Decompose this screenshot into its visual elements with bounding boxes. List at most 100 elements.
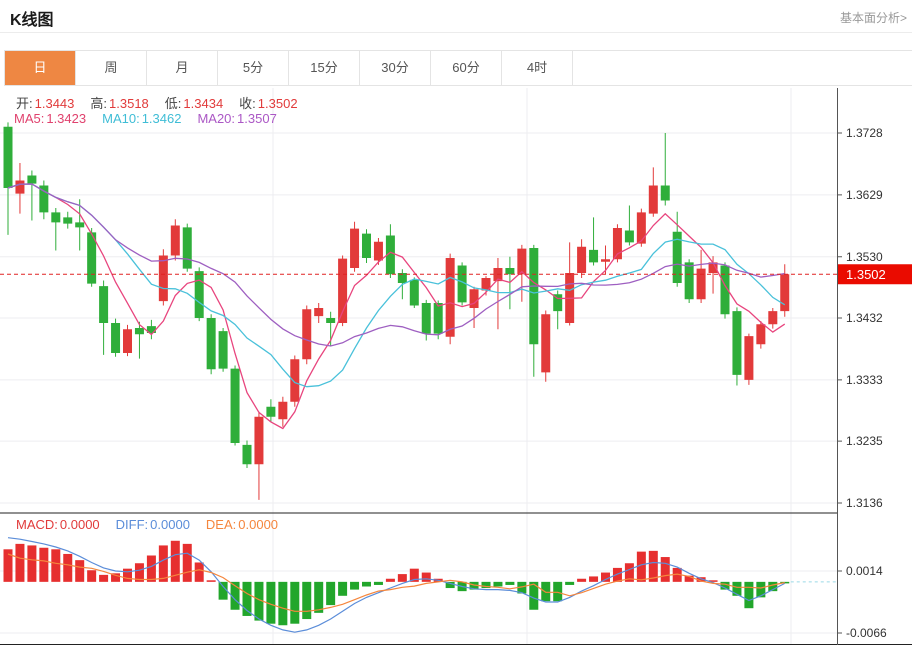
macd-bar [505, 581, 515, 585]
header-divider [0, 32, 912, 33]
macd-bar [529, 581, 539, 610]
macd-bar [218, 581, 228, 600]
candlestick [39, 185, 49, 213]
candlestick [123, 329, 132, 353]
macd-bar [146, 555, 156, 582]
candlestick [385, 235, 395, 275]
candlestick [553, 294, 563, 312]
candlestick [111, 323, 121, 353]
candlestick [362, 233, 371, 258]
macd-bar [517, 581, 527, 594]
ohlc-low: 低: 1.3434 [164, 96, 224, 111]
candlestick [51, 212, 61, 223]
macd-bar [648, 550, 658, 582]
candlestick [732, 311, 742, 375]
macd-bar [553, 581, 563, 602]
candlestick [529, 248, 539, 345]
candlestick [75, 222, 85, 228]
macd-bar [314, 581, 324, 613]
macd-bar [421, 572, 431, 582]
macd-bar [684, 575, 694, 582]
macd-bar [87, 570, 97, 582]
macd-bar [350, 581, 360, 590]
candlestick [15, 180, 25, 194]
candlestick [314, 308, 324, 317]
tab-60分[interactable]: 60分 [431, 51, 502, 85]
candlestick [577, 246, 587, 273]
timeframe-tab-bar: 日周月 5分 15分 30分 60分 4时 [4, 50, 912, 86]
candlestick [624, 230, 634, 243]
candlestick [744, 336, 754, 380]
price-tick-label: 1.3629 [846, 188, 883, 202]
candlestick [397, 273, 407, 283]
candlestick [433, 303, 443, 334]
macd-bar [708, 580, 718, 582]
tab-日[interactable]: 日 [5, 51, 76, 85]
macd-bar [589, 576, 599, 582]
macd-bar [397, 574, 407, 582]
candlestick [636, 212, 646, 244]
ma-readout-row: MA5: 1.3423 MA10: 1.3462 MA20: 1.3507 [14, 111, 293, 126]
macd-bar [768, 581, 778, 592]
tab-周[interactable]: 周 [76, 51, 147, 85]
candlestick [612, 228, 622, 260]
candlestick [63, 217, 73, 224]
macd-bar [206, 580, 216, 582]
macd-readout: MACD: 0.0000 [16, 517, 100, 532]
candlestick [684, 262, 694, 300]
fundamental-analysis-link[interactable]: 基本面分析> [839, 11, 907, 25]
macd-bar [720, 581, 730, 590]
macd-bar [242, 581, 252, 616]
macd-bar [469, 581, 479, 590]
page-title: K线图 [10, 12, 54, 29]
price-tick-label: 1.3235 [846, 434, 883, 448]
ma10-line [7, 183, 786, 388]
macd-tick-label: -0.0066 [846, 626, 887, 640]
macd-bar [373, 581, 383, 585]
macd-bar [158, 545, 168, 582]
ohlc-close: 收: 1.3502 [239, 96, 298, 111]
macd-bar [63, 553, 73, 582]
macd-bar [51, 549, 61, 582]
ma5-line [7, 183, 786, 430]
macd-bar [660, 557, 670, 582]
price-tick-label: 1.3432 [846, 311, 883, 325]
macd-bar [577, 578, 587, 582]
candlestick [266, 406, 276, 417]
ohlc-open: 开: 1.3443 [16, 96, 75, 111]
candlestick [230, 368, 240, 443]
macd-bar [3, 549, 13, 582]
candlestick [87, 232, 97, 284]
macd-bar [27, 545, 37, 582]
tab-5分[interactable]: 5分 [218, 51, 289, 85]
tab-4时[interactable]: 4时 [502, 51, 573, 85]
candlestick [780, 274, 790, 312]
diff-line [7, 537, 786, 633]
tab-15分[interactable]: 15分 [289, 51, 360, 85]
candlestick [218, 331, 228, 369]
ma5-readout: MA5: 1.3423 [14, 111, 87, 126]
candlestick [170, 225, 180, 256]
price-tick-label: 1.3136 [846, 496, 883, 510]
macd-bar [385, 578, 395, 582]
tab-30分[interactable]: 30分 [360, 51, 431, 85]
current-price-tag-label: 1.3502 [846, 267, 886, 282]
candlestick [326, 318, 336, 323]
candlestick [134, 328, 144, 335]
dea-readout: DEA: 0.0000 [205, 517, 279, 532]
macd-bar [266, 581, 276, 624]
macd-bar [362, 581, 371, 587]
candlestick [756, 324, 766, 345]
macd-bar [111, 573, 121, 582]
diff-readout: DIFF: 0.0000 [115, 517, 190, 532]
price-tick-label: 1.3530 [846, 250, 883, 264]
macd-bar [636, 551, 646, 582]
tab-月[interactable]: 月 [147, 51, 218, 85]
macd-bar [302, 581, 312, 620]
candlestick [146, 326, 156, 333]
candlestick [469, 289, 479, 308]
candlestick [601, 259, 610, 262]
macd-bar [134, 563, 144, 582]
